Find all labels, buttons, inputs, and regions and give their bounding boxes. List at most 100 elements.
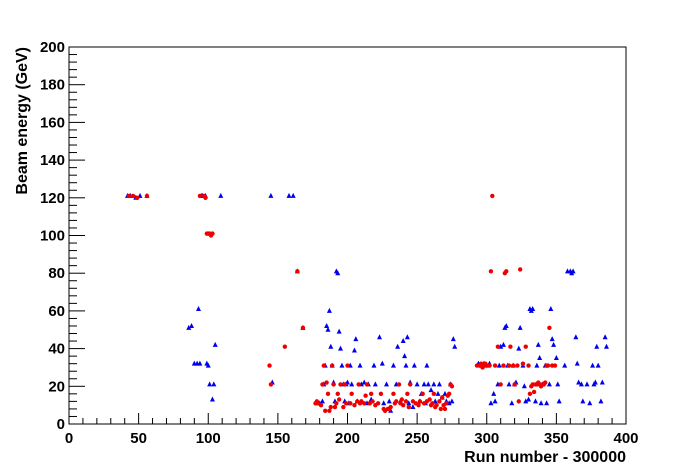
data-point-red <box>368 391 374 397</box>
data-point-red <box>335 391 340 397</box>
data-point-red <box>342 382 347 387</box>
y-tick-label: 100 <box>40 228 65 245</box>
data-point-blue <box>551 341 557 347</box>
data-point-blue <box>371 362 377 368</box>
data-point-red <box>543 380 548 385</box>
data-point-red <box>130 193 136 199</box>
data-point-red <box>394 399 399 404</box>
data-point-blue <box>449 398 455 404</box>
data-point-red <box>300 325 306 331</box>
data-point-blue <box>530 306 536 312</box>
data-point-red <box>328 404 333 410</box>
data-point-blue <box>584 381 590 387</box>
data-point-blue <box>357 362 363 368</box>
data-point-red <box>508 344 513 349</box>
y-tick-label: 160 <box>40 114 65 131</box>
data-point-red <box>352 402 357 408</box>
data-point-blue <box>425 381 431 387</box>
data-point-red <box>504 269 509 274</box>
data-point-blue <box>326 307 332 313</box>
data-point-red <box>446 391 452 397</box>
data-point-red <box>449 384 455 389</box>
data-point-red <box>327 408 332 414</box>
data-point-blue <box>400 338 406 344</box>
data-point-blue <box>404 334 410 340</box>
y-tick-label: 120 <box>40 190 65 207</box>
data-point-red <box>407 382 413 387</box>
data-point-blue <box>324 322 330 328</box>
data-point-red <box>329 363 335 368</box>
data-point-red <box>523 344 528 349</box>
data-point-blue <box>573 334 579 340</box>
data-point-blue <box>325 326 331 332</box>
data-point-red <box>431 391 437 397</box>
data-point-red <box>516 399 521 404</box>
data-point-red <box>401 402 406 408</box>
data-point-red <box>438 406 443 412</box>
data-point-red <box>515 363 520 368</box>
data-point-blue <box>590 362 596 368</box>
data-point-blue <box>402 353 408 359</box>
data-point-blue <box>338 345 344 351</box>
data-point-blue <box>209 396 215 402</box>
data-point-blue <box>379 360 385 366</box>
data-point-blue <box>390 362 396 368</box>
data-point-red <box>526 363 531 368</box>
data-point-blue <box>410 404 416 410</box>
data-point-blue <box>406 400 412 406</box>
x-axis: 0 50 100 150 200 250 300 350 400 <box>65 413 639 447</box>
data-point-blue <box>538 400 544 406</box>
data-point-red <box>375 401 381 406</box>
y-tick-label: 0 <box>57 416 65 433</box>
data-point-red <box>336 397 342 402</box>
data-point-red <box>420 391 425 397</box>
data-point-red <box>331 382 336 387</box>
data-point-red <box>126 193 132 199</box>
data-point-red <box>325 391 331 397</box>
data-point-red <box>349 391 354 397</box>
data-point-blue <box>537 355 543 361</box>
data-point-blue <box>500 341 506 347</box>
data-point-blue <box>383 381 389 387</box>
y-tick-label: 20 <box>48 378 65 395</box>
data-point-blue <box>335 270 341 276</box>
data-point-blue <box>421 381 427 387</box>
data-point-red <box>318 402 324 408</box>
data-point-blue <box>414 381 420 387</box>
y-tick-label: 60 <box>48 303 65 320</box>
data-point-red <box>506 363 512 368</box>
data-point-blue <box>602 334 608 340</box>
data-point-blue <box>353 336 359 342</box>
data-point-blue <box>372 381 378 387</box>
data-point-red <box>501 363 506 368</box>
data-point-red <box>552 363 558 368</box>
data-point-blue <box>268 192 274 198</box>
data-point-blue <box>523 398 529 404</box>
data-point-blue <box>580 398 586 404</box>
data-point-blue <box>526 396 532 402</box>
data-point-red <box>399 397 405 402</box>
data-markers <box>124 192 610 414</box>
y-axis: 0 20 40 60 80 100 120 140 160 180 200 <box>40 39 85 433</box>
data-point-blue <box>290 192 296 198</box>
y-tick-label: 180 <box>40 77 65 94</box>
data-point-blue <box>395 343 401 349</box>
data-point-red <box>403 399 409 404</box>
x-tick-label: 100 <box>196 430 221 447</box>
x-tick-label: 200 <box>335 430 360 447</box>
data-point-red <box>267 363 272 368</box>
data-point-blue <box>574 360 580 366</box>
data-point-blue <box>336 328 342 334</box>
data-point-blue <box>189 322 195 328</box>
y-tick-label: 140 <box>40 152 65 169</box>
data-point-blue <box>599 379 605 385</box>
data-point-red <box>348 401 353 406</box>
y-tick-label: 40 <box>48 341 65 358</box>
data-point-red <box>492 363 498 368</box>
data-point-red <box>437 399 442 404</box>
data-point-blue <box>436 381 442 387</box>
data-point-red <box>444 401 449 406</box>
data-point-red <box>439 395 445 400</box>
x-tick-label: 400 <box>613 430 638 447</box>
